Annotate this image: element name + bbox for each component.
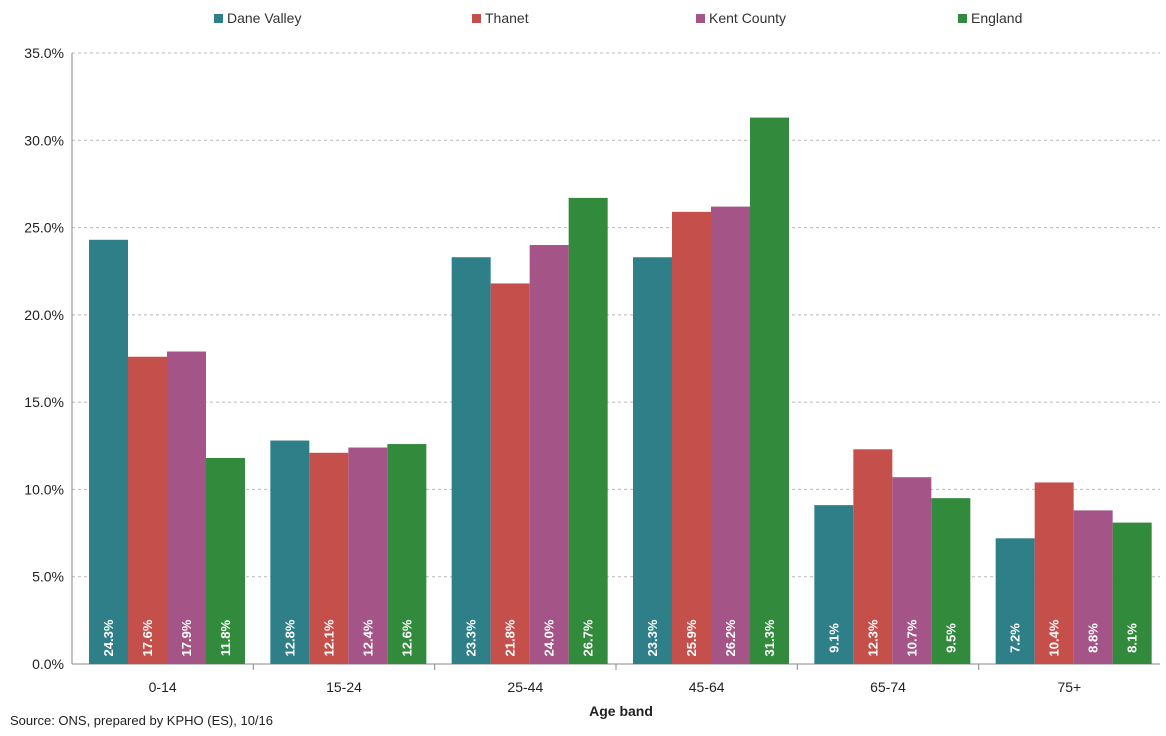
data-label: 12.6% — [399, 619, 414, 656]
data-label: 11.8% — [218, 619, 233, 656]
y-tick-label: 15.0% — [24, 394, 64, 410]
y-tick-label: 10.0% — [24, 481, 64, 497]
legend-item: Kent County — [696, 10, 786, 26]
legend-label-thanet: Thanet — [485, 10, 529, 26]
x-tick-label: 45-64 — [689, 679, 725, 695]
bar — [128, 356, 167, 664]
bar — [853, 449, 893, 664]
data-label: 7.2% — [1008, 623, 1023, 653]
bar — [995, 538, 1035, 664]
legend-item: England — [958, 10, 1022, 26]
data-label: 9.1% — [826, 623, 841, 653]
bar — [1112, 522, 1152, 664]
bar — [568, 197, 608, 664]
bar — [750, 117, 789, 664]
data-label: 17.9% — [179, 619, 194, 656]
data-label: 21.8% — [503, 619, 518, 656]
bar — [814, 505, 854, 664]
legend: Dane Valley Thanet Kent County England — [0, 10, 1166, 30]
data-label: 12.1% — [321, 619, 336, 656]
data-label: 23.3% — [645, 619, 660, 656]
bar — [309, 452, 349, 664]
data-label: 10.4% — [1047, 619, 1062, 656]
legend-label-kent-county: Kent County — [709, 10, 787, 26]
bar — [892, 477, 932, 664]
legend-swatch-thanet — [472, 13, 481, 23]
data-label: 26.2% — [723, 619, 738, 656]
data-label: 12.8% — [282, 619, 297, 656]
bar — [451, 257, 491, 664]
bar — [1073, 510, 1113, 664]
bar — [1034, 482, 1074, 664]
bar — [206, 458, 245, 664]
bar — [89, 239, 128, 664]
bar — [633, 257, 672, 664]
y-tick-label: 5.0% — [32, 569, 64, 585]
data-label: 25.9% — [684, 619, 699, 656]
bar — [167, 351, 206, 664]
x-tick-label: 25-44 — [507, 679, 543, 695]
data-label: 31.3% — [762, 619, 777, 656]
legend-label-dane-valley: Dane Valley — [227, 10, 302, 26]
y-tick-label: 35.0% — [24, 45, 64, 61]
data-label: 23.3% — [464, 619, 479, 656]
bar — [529, 245, 569, 664]
bar — [387, 444, 427, 664]
legend-label-england: England — [971, 10, 1023, 26]
legend-swatch-england — [958, 13, 967, 23]
y-tick-label: 30.0% — [24, 132, 64, 148]
bar — [490, 283, 530, 664]
bar — [931, 498, 971, 664]
x-tick-label: 65-74 — [870, 679, 906, 695]
data-label: 12.3% — [865, 619, 880, 656]
legend-item: Dane Valley — [214, 10, 301, 26]
legend-swatch-kent-county — [696, 13, 705, 23]
x-axis-title: Age band — [589, 703, 653, 719]
source-note: Source: ONS, prepared by KPHO (ES), 10/1… — [10, 713, 274, 728]
y-tick-label: 20.0% — [24, 307, 64, 323]
bar — [672, 211, 711, 665]
data-label: 9.5% — [943, 623, 958, 653]
bar — [270, 440, 310, 664]
x-tick-label: 15-24 — [326, 679, 362, 695]
legend-item: Thanet — [472, 10, 529, 26]
data-label: 24.3% — [101, 619, 116, 656]
bar — [348, 447, 388, 664]
data-label: 8.8% — [1086, 623, 1101, 653]
x-tick-label: 75+ — [1057, 679, 1081, 695]
data-label: 17.6% — [140, 619, 155, 656]
legend-swatch-dane-valley — [214, 13, 223, 23]
data-label: 10.7% — [904, 619, 919, 656]
data-label: 12.4% — [360, 619, 375, 656]
y-tick-label: 25.0% — [24, 220, 64, 236]
bar — [711, 206, 750, 664]
data-label: 26.7% — [581, 619, 596, 656]
y-tick-label: 0.0% — [32, 656, 64, 672]
data-label: 24.0% — [542, 619, 557, 656]
x-tick-label: 0-14 — [149, 679, 177, 695]
data-label: 8.1% — [1125, 623, 1140, 653]
